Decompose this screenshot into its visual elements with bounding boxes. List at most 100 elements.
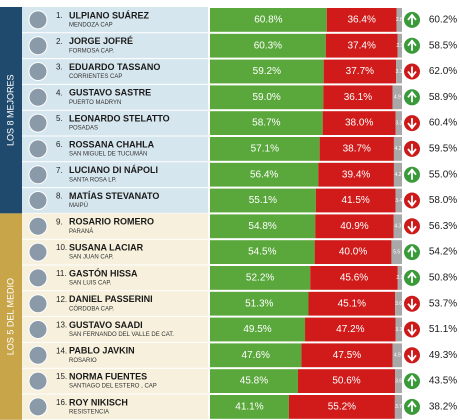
rank: 16. <box>56 398 67 407</box>
trend-arrow <box>407 245 417 258</box>
previous: 56.3% <box>429 221 457 232</box>
name: GUSTAVO SASTRE <box>69 88 151 98</box>
bar-segment <box>397 33 402 58</box>
bar-segment <box>318 162 394 187</box>
bar-segment <box>301 343 393 368</box>
group-label: LOS 5 DEL MEDIO <box>5 278 15 355</box>
bar-segment <box>394 395 402 419</box>
name: GUSTAVO SAADI <box>69 320 143 330</box>
rank: 5. <box>56 114 63 123</box>
photo <box>28 216 48 236</box>
bar-label: 3.4 <box>395 198 402 204</box>
bar-segment <box>319 137 394 161</box>
bar-segment <box>210 137 320 161</box>
rank: 4. <box>56 88 63 97</box>
photo <box>28 397 48 417</box>
city: RESISTENCIA <box>69 409 109 415</box>
bar-label: 54.8% <box>248 221 276 232</box>
city: SANTIAGO DEL ESTERO , CAP <box>69 384 157 390</box>
photo <box>28 345 48 365</box>
bar-label: 2.3 <box>396 43 403 49</box>
name: MATÍAS STEVANATO <box>69 191 159 201</box>
rank: 14. <box>56 346 67 355</box>
trend-arrow <box>407 195 417 207</box>
bar-label: 52.2% <box>246 273 274 284</box>
name: NORMA FUENTES <box>69 371 147 381</box>
photo <box>28 165 48 185</box>
bar-segment <box>315 188 396 213</box>
city: SAN MIGUEL DE TUCUMÁN <box>69 150 147 157</box>
bar-label: 2.2 <box>396 275 403 281</box>
trend-arrow <box>407 324 417 336</box>
bar-label: 36.1% <box>344 92 372 103</box>
bar-label: 4.9 <box>394 353 401 359</box>
previous: 59.5% <box>429 144 457 155</box>
bar-label: 4.9 <box>394 95 401 101</box>
city: FORMOSA CAP. <box>69 48 114 54</box>
bar-segment <box>396 8 402 32</box>
bar-segment <box>392 85 402 110</box>
photo <box>28 371 48 391</box>
photo <box>28 139 48 159</box>
bar-segment <box>314 240 392 264</box>
bar-segment <box>395 291 402 316</box>
rank: 6. <box>56 140 63 149</box>
trend-arrow <box>407 66 417 78</box>
bar-label: 4.2 <box>394 172 401 178</box>
trend-arrow <box>407 271 417 283</box>
rank: 15. <box>56 372 67 381</box>
bar-label: 3.3 <box>395 327 402 333</box>
previous: 55.0% <box>429 169 457 180</box>
bar-label: 3.6 <box>395 301 402 307</box>
city: SAN JUAN CAP. <box>69 255 114 261</box>
bar-segment <box>288 395 395 419</box>
trend-arrow <box>407 90 417 103</box>
bar-label: 45.1% <box>338 298 366 309</box>
name: ROY NIKISCH <box>69 397 128 407</box>
bar-segment <box>326 8 397 32</box>
bar-segment <box>395 188 402 213</box>
name: LUCIANO DI NÁPOLI <box>69 165 158 175</box>
photo <box>28 113 48 133</box>
name: SUSANA LACIAR <box>69 242 144 252</box>
rank: 9. <box>56 217 63 226</box>
group-label: LOS 8 MEJORES <box>5 74 15 146</box>
bar-label: 59.2% <box>253 66 281 77</box>
bar-segment <box>210 8 327 32</box>
trend-arrow <box>407 350 417 362</box>
previous: 51.1% <box>429 324 457 335</box>
bar-label: 38.7% <box>343 144 371 155</box>
rank: 2. <box>56 37 63 46</box>
bar-label: 45.6% <box>340 273 368 284</box>
bar-label: 36.4% <box>348 15 376 26</box>
rank: 11. <box>56 269 67 278</box>
bar-label: 3.3 <box>395 120 402 126</box>
bar-segment <box>210 395 289 419</box>
bar-segment <box>393 137 402 161</box>
bar-segment <box>308 291 396 316</box>
bar-segment <box>210 188 316 213</box>
bar-label: 47.2% <box>336 324 364 335</box>
trend-arrow <box>407 39 417 51</box>
bar-segment <box>393 162 402 187</box>
bar-label: 4.3 <box>394 224 401 230</box>
bar-segment <box>395 369 402 393</box>
rank: 13. <box>56 321 67 330</box>
bar-segment <box>315 214 394 239</box>
bar-segment <box>210 162 319 187</box>
bar-label: 37.7% <box>346 66 374 77</box>
bar-label: 41.1% <box>235 402 263 413</box>
rank: 7. <box>56 166 63 175</box>
bar-label: 3.6 <box>395 378 402 384</box>
name: JORGE JOFRÉ <box>69 36 133 46</box>
bar-segment <box>210 111 323 135</box>
name: EDUARDO TASSANO <box>69 62 160 72</box>
bar-label: 60.8% <box>254 15 282 26</box>
bar-segment <box>210 33 326 58</box>
bar-label: 55.2% <box>328 402 356 413</box>
bar-label: 39.4% <box>342 169 370 180</box>
group-band <box>0 213 22 420</box>
bar-segment <box>396 59 402 84</box>
name: DANIEL PASSERINI <box>69 294 153 304</box>
